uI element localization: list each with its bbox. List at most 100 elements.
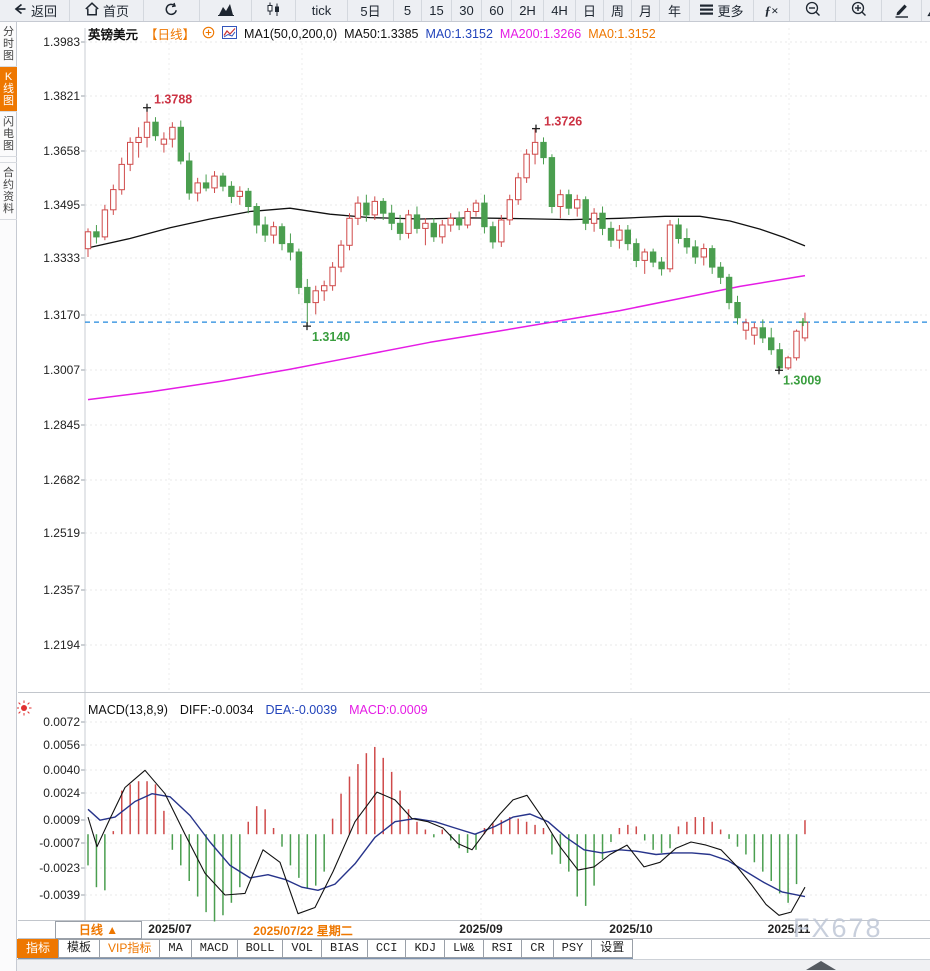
- macd-axis-tick: -0.0039: [39, 888, 80, 902]
- toolbar-refresh-icon[interactable]: [144, 0, 200, 21]
- left-sidebar: 分时图 K线图 闪电图合约资料: [0, 22, 17, 971]
- price-axis-tick: 1.3333: [43, 251, 80, 265]
- toolbar-draw-icon[interactable]: [882, 0, 922, 21]
- toolbar-area-chart-icon[interactable]: [200, 0, 252, 21]
- toolbar-label: 2H: [519, 3, 536, 18]
- tab-indicators[interactable]: 指标: [17, 939, 60, 958]
- tab-psy[interactable]: PSY: [552, 939, 593, 958]
- toolbar-interval-15-button[interactable]: 15: [422, 0, 452, 21]
- toolbar-label: 5: [403, 3, 412, 18]
- svg-text:1.3140: 1.3140: [312, 330, 350, 344]
- ma-settings: MA1(50,0,200,0): [244, 26, 338, 41]
- price-axis-tick: 1.3983: [43, 35, 80, 49]
- x-axis-selected-date: 2025/07/22 星期二: [253, 924, 353, 938]
- tab-templates[interactable]: 模板: [58, 939, 101, 958]
- price-axis-tick: 1.2845: [43, 418, 80, 432]
- toolbar-interval-2h-button[interactable]: 2H: [512, 0, 544, 21]
- toolbar-interval-month-button[interactable]: 月: [632, 0, 660, 21]
- price-axis-tick: 1.3170: [43, 308, 80, 322]
- toolbar-zoom-in-icon[interactable]: [836, 0, 882, 21]
- toolbar-label: 周: [610, 4, 624, 19]
- toolbar-candle-chart-icon[interactable]: [252, 0, 296, 21]
- toolbar-shapes-icon[interactable]: [922, 0, 930, 21]
- zoom-out-icon: [804, 0, 822, 21]
- tab-vip-indicators[interactable]: VIP指标: [99, 939, 161, 958]
- toolbar-interval-day-button[interactable]: 日: [576, 0, 604, 21]
- svg-text:1.3009: 1.3009: [783, 373, 821, 387]
- toolbar-interval-week-button[interactable]: 周: [604, 0, 632, 21]
- toolbar-label: 返回: [30, 4, 57, 19]
- macd-title: MACD(13,8,9): [88, 703, 168, 717]
- tab-cr[interactable]: CR: [521, 939, 554, 958]
- toolbar-interval-5-button[interactable]: 5: [394, 0, 422, 21]
- zoom-in-icon: [850, 0, 868, 21]
- macd-header: MACD(13,8,9) DIFF:-0.0034 DEA:-0.0039 MA…: [88, 703, 428, 717]
- ma50-value: MA50:1.3385: [344, 26, 419, 41]
- ma-chart-icon[interactable]: [222, 25, 238, 42]
- indicator-settings-icon[interactable]: [15, 699, 33, 717]
- indicator-tab-bar: 指标 模板 VIP指标 MA MACD BOLL VOL BIAS CCI KDJ LW& RSI CR…: [17, 939, 634, 959]
- toolbar-home-button[interactable]: 首页: [70, 0, 144, 21]
- toolbar-zoom-out-icon[interactable]: [790, 0, 836, 21]
- tab-macd[interactable]: MACD: [190, 939, 238, 958]
- panel-expand-arrow-icon[interactable]: [806, 961, 836, 970]
- ma200-value: MA200:1.3266: [499, 26, 582, 41]
- period-label: 【日线】: [145, 28, 196, 42]
- toolbar-interval-30-button[interactable]: 30: [452, 0, 482, 21]
- x-axis-date-label: 2025/10: [609, 922, 653, 936]
- macd-axis-tick: 0.0040: [43, 763, 80, 777]
- toolbar-interval-4h-button[interactable]: 4H: [544, 0, 576, 21]
- horizontal-scrollbar[interactable]: [0, 959, 930, 971]
- toolbar-interval-60-button[interactable]: 60: [482, 0, 512, 21]
- tab-boll[interactable]: BOLL: [236, 939, 284, 958]
- macd-axis-tick: 0.0072: [43, 715, 80, 729]
- sidebar-item-kline-chart[interactable]: K线图: [0, 67, 17, 112]
- refresh-icon: [163, 1, 180, 21]
- more-icon: [699, 3, 714, 19]
- macd-axis-tick: 0.0024: [43, 786, 80, 800]
- tab-settings[interactable]: 设置: [591, 939, 634, 958]
- macd-axis-tick: -0.0023: [39, 861, 80, 875]
- macd-axis-tick: -0.0007: [39, 836, 80, 850]
- tab-ma[interactable]: MA: [159, 939, 192, 958]
- macd-axis-tick: 0.0009: [43, 813, 80, 827]
- home-icon: [84, 1, 100, 20]
- tab-lw[interactable]: LW&: [444, 939, 484, 958]
- toolbar-interval-year-button[interactable]: 年: [660, 0, 690, 21]
- toolbar-label: ƒ×: [764, 2, 779, 18]
- period-dropdown-button[interactable]: 日线 ▲: [55, 921, 142, 939]
- svg-text:1.3788: 1.3788: [154, 93, 192, 107]
- ma0-orange-value: MA0:1.3152: [588, 26, 656, 41]
- tab-cci[interactable]: CCI: [366, 939, 407, 958]
- toolbar-label: 4H: [551, 3, 568, 18]
- price-axis-tick: 1.3007: [43, 363, 80, 377]
- toolbar-more-button[interactable]: 更多: [690, 0, 754, 21]
- price-axis-tick: 1.3821: [43, 89, 80, 103]
- toolbar-fx-button[interactable]: ƒ×: [754, 0, 790, 21]
- back-icon: [12, 1, 28, 20]
- tab-bias[interactable]: BIAS: [321, 939, 368, 958]
- sidebar-item-contract-info[interactable]: 合约资料: [0, 162, 17, 220]
- tab-kdj[interactable]: KDJ: [405, 939, 446, 958]
- add-indicator-icon[interactable]: [202, 26, 215, 42]
- x-axis-date-label: 2025/11: [767, 922, 811, 936]
- tab-rsi[interactable]: RSI: [482, 939, 523, 958]
- toolbar-label: tick: [311, 3, 332, 18]
- toolbar-label: 30: [459, 3, 474, 18]
- chart-header: 英镑美元 【日线】 MA1(50,0,200,0) MA50:1.3385 MA…: [88, 24, 656, 43]
- toolbar-label: 更多: [717, 4, 744, 19]
- toolbar-interval-tick-button[interactable]: tick: [296, 0, 348, 21]
- candle-chart-icon: [266, 1, 281, 20]
- symbol-name: 英镑美元: [88, 28, 139, 42]
- area-chart-icon: [217, 2, 235, 20]
- toolbar-interval-5d-button[interactable]: 5日: [348, 0, 394, 21]
- sidebar-item-lightning-chart[interactable]: 闪电图: [0, 112, 17, 157]
- toolbar-label: 日: [582, 4, 596, 19]
- toolbar-back-button[interactable]: 返回: [0, 0, 70, 21]
- svg-text:1.3726: 1.3726: [544, 115, 582, 129]
- tab-vol[interactable]: VOL: [282, 939, 323, 958]
- sidebar-item-time-chart[interactable]: 分时图: [0, 22, 17, 67]
- toolbar-label: 60: [489, 3, 504, 18]
